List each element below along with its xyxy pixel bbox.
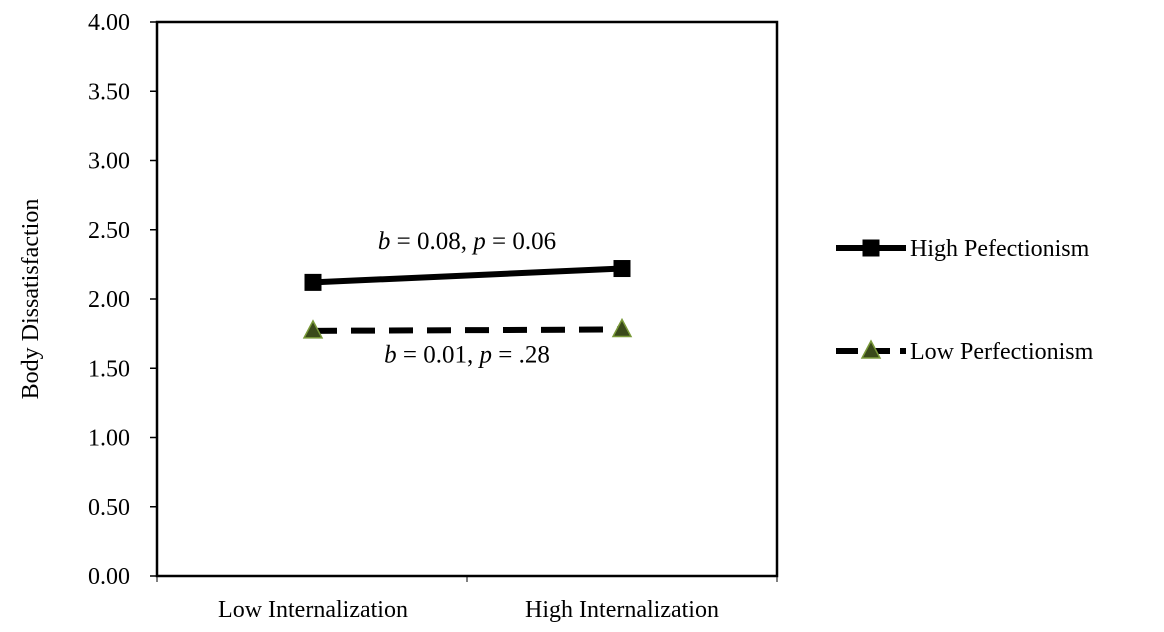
y-tick-label: 1.50 xyxy=(88,356,130,382)
legend-label: High Pefectionism xyxy=(910,236,1090,262)
data-point-high xyxy=(613,260,631,278)
x-tick-label: Low Internalization xyxy=(218,597,408,623)
y-axis-ticks: 0.00 0.50 1.00 1.50 2.00 2.50 3.00 3.50 4.00 xyxy=(88,10,157,590)
y-tick-label: 3.00 xyxy=(88,149,130,175)
x-tick-label: High Internalization xyxy=(525,597,719,623)
series-line-low xyxy=(312,326,623,334)
y-tick-label: 1.00 xyxy=(88,426,130,452)
legend: High Pefectionism Low Perfectionism xyxy=(836,236,1094,365)
y-tick-label: 4.00 xyxy=(88,10,130,36)
slope-annotation: b = 0.01, p = .28 xyxy=(384,341,550,368)
y-tick-label: 2.00 xyxy=(88,287,130,313)
legend-marker xyxy=(862,239,880,257)
y-tick-label: 0.00 xyxy=(88,564,130,590)
legend-marker xyxy=(860,339,882,359)
data-point-low xyxy=(302,319,324,339)
y-tick-label: 0.50 xyxy=(88,495,130,521)
series-layer xyxy=(302,260,633,339)
slope-annotation: b = 0.08, p = 0.06 xyxy=(378,228,556,255)
y-tick-label: 2.50 xyxy=(88,218,130,244)
legend-label: Low Perfectionism xyxy=(910,339,1094,365)
plot-area-frame xyxy=(155,20,779,578)
x-axis-ticks: Low Internalization High Internalization xyxy=(156,576,778,623)
data-point-low xyxy=(611,317,633,338)
y-tick-label: 3.50 xyxy=(88,79,130,105)
annotation-layer: b = 0.08, p = 0.06 b = 0.01, p = .28 xyxy=(378,228,556,369)
data-point-high xyxy=(304,273,322,291)
y-axis-title: Body Dissatisfaction xyxy=(18,199,44,400)
series-line-high xyxy=(312,265,623,286)
